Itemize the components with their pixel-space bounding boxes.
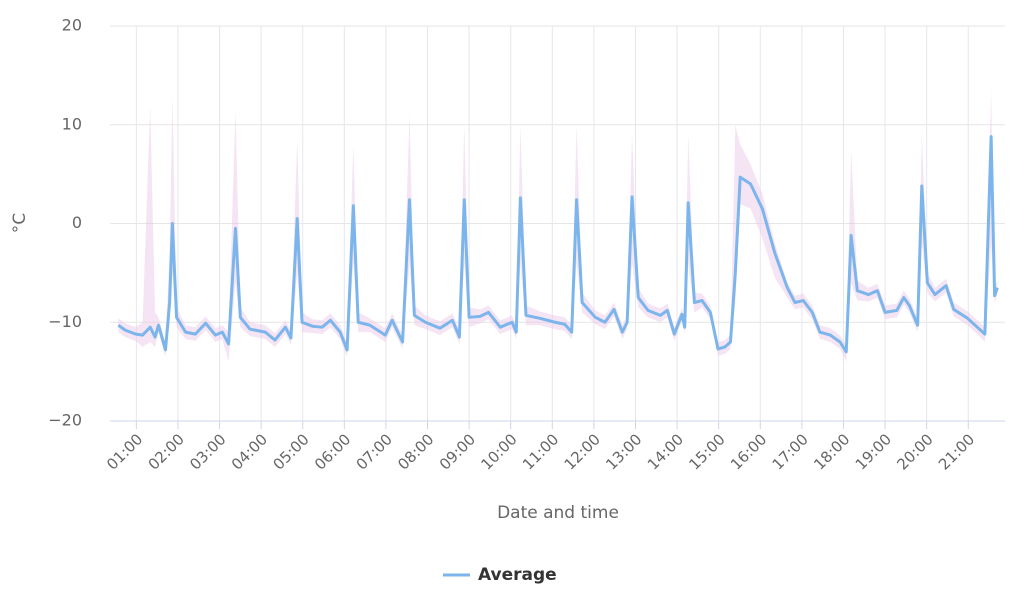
y-tick-label: −20 [48,411,82,430]
y-tick-label: 10 [62,114,82,133]
x-tick-label: 16:00 [727,430,770,473]
y-tick-label: 20 [62,16,82,35]
x-tick-label: 09:00 [436,430,479,473]
x-tick-label: 02:00 [145,430,188,473]
range-band [118,90,998,362]
x-tick-label: 20:00 [893,430,936,473]
x-axis-label: Date and time [497,503,619,523]
x-tick-label: 14:00 [644,430,687,473]
y-tick-label: 0 [72,213,82,232]
x-tick-label: 05:00 [269,430,312,473]
x-tick-label: 04:00 [228,430,271,473]
line [117,135,999,354]
x-tick-label: 11:00 [519,430,562,473]
x-tick-label: 08:00 [394,430,437,473]
legend-label: Average [478,565,557,585]
x-tick-label: 06:00 [311,430,354,473]
x-tick-label: 18:00 [810,430,853,473]
x-tick-label: 17:00 [769,430,812,473]
x-tick-label: 03:00 [186,430,229,473]
y-axis-label: °C [10,213,30,233]
x-tick-label: 19:00 [852,430,895,473]
x-tick-label: 01:00 [103,430,146,473]
y-tick-label: −10 [48,312,82,331]
x-tick-label: 12:00 [561,430,604,473]
x-tick-label: 21:00 [935,430,978,473]
x-tick-label: 07:00 [353,430,396,473]
x-tick-label: 13:00 [602,430,645,473]
x-tick-label: 15:00 [685,430,728,473]
x-tick-label: 10:00 [477,430,520,473]
